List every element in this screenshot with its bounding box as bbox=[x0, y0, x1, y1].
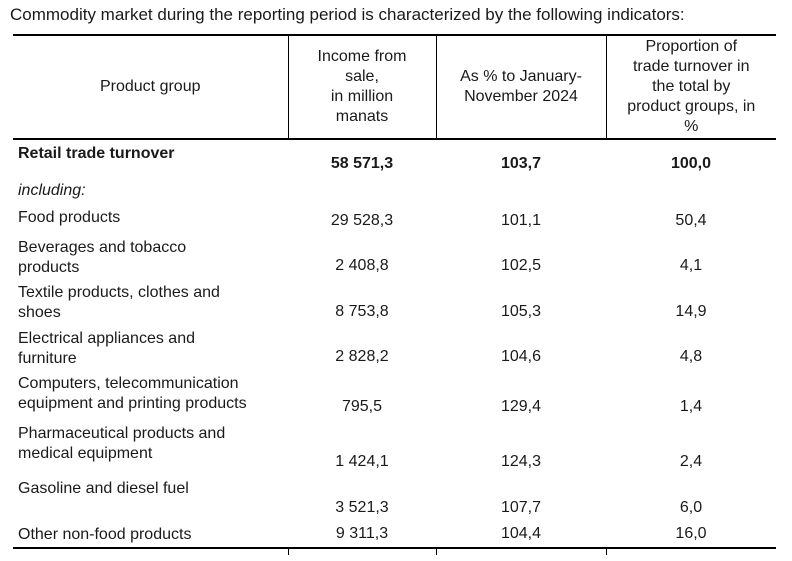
income-cell: 1 424,1 bbox=[335, 453, 389, 470]
product-group-cell: Beverages and tobacco products bbox=[18, 239, 187, 276]
share-cell: 100,0 bbox=[670, 155, 712, 172]
product-group-cell: Other non-food products bbox=[13, 521, 288, 549]
table-header: Product group Income from sale, in milli… bbox=[13, 34, 776, 140]
table-row: Electrical appliances and furniture 2 82… bbox=[13, 325, 776, 370]
share-cell: 50,4 bbox=[675, 212, 707, 229]
product-group-cell: Food products bbox=[18, 209, 121, 226]
share-cell: 16,0 bbox=[606, 521, 776, 549]
table-row: Pharmaceutical products and medical equi… bbox=[13, 420, 776, 475]
percent-cell: 101,1 bbox=[500, 212, 542, 229]
income-cell: 29 528,3 bbox=[330, 212, 394, 229]
income-cell: 2 408,8 bbox=[335, 257, 389, 274]
table-row: Retail trade turnover 58 571,3 103,7 100… bbox=[13, 139, 776, 177]
page-title: Commodity market during the reporting pe… bbox=[10, 5, 685, 24]
share-cell: 1,4 bbox=[679, 398, 703, 415]
percent-cell: 124,3 bbox=[500, 453, 542, 470]
commodity-table: Product group Income from sale, in milli… bbox=[13, 34, 776, 549]
income-cell: 9 311,3 bbox=[288, 521, 436, 549]
product-group-cell: Electrical appliances and furniture bbox=[18, 330, 195, 367]
table-row: Textile products, clothes and shoes 8 75… bbox=[13, 279, 776, 325]
percent-cell bbox=[436, 177, 606, 204]
share-cell: 14,9 bbox=[675, 303, 707, 320]
percent-cell: 103,7 bbox=[500, 155, 542, 172]
percent-cell: 104,4 bbox=[436, 521, 606, 549]
product-group-cell: including: bbox=[18, 182, 86, 199]
product-group-cell: Gasoline and diesel fuel bbox=[18, 480, 189, 497]
table-row: Gasoline and diesel fuel 3 521,3 107,7 6… bbox=[13, 475, 776, 521]
percent-cell: 104,6 bbox=[500, 348, 542, 365]
table-continuation-divider bbox=[606, 548, 607, 555]
header-product-group: Product group bbox=[13, 34, 288, 140]
product-group-cell: Textile products, clothes and shoes bbox=[18, 284, 220, 321]
percent-cell: 102,5 bbox=[500, 257, 542, 274]
header-proportion: Proportion of trade turnover in the tota… bbox=[605, 34, 776, 140]
product-group-cell: Retail trade turnover bbox=[18, 145, 175, 162]
share-cell: 4,1 bbox=[679, 257, 703, 274]
share-cell bbox=[606, 177, 776, 204]
income-cell bbox=[288, 177, 436, 204]
header-row: Product group Income from sale, in milli… bbox=[13, 34, 776, 140]
table-row: Other non-food products 9 311,3 104,4 16… bbox=[13, 521, 776, 549]
income-cell: 795,5 bbox=[341, 398, 383, 415]
table-body: Retail trade turnover 58 571,3 103,7 100… bbox=[13, 139, 776, 549]
table-row: Computers, telecommunication equipment a… bbox=[13, 370, 776, 420]
product-group-cell: Computers, telecommunication equipment a… bbox=[18, 375, 247, 412]
table-continuation-divider bbox=[288, 548, 289, 555]
income-cell: 58 571,3 bbox=[330, 155, 394, 172]
table-row: including: bbox=[13, 177, 776, 204]
product-group-cell: Pharmaceutical products and medical equi… bbox=[18, 425, 226, 462]
income-cell: 3 521,3 bbox=[335, 499, 389, 516]
table-row: Beverages and tobacco products 2 408,8 1… bbox=[13, 234, 776, 279]
table-row: Food products 29 528,3 101,1 50,4 bbox=[13, 204, 776, 234]
percent-cell: 105,3 bbox=[500, 303, 542, 320]
table-continuation-divider bbox=[436, 548, 437, 555]
percent-cell: 107,7 bbox=[500, 499, 542, 516]
income-cell: 2 828,2 bbox=[335, 348, 389, 365]
percent-cell: 129,4 bbox=[500, 398, 542, 415]
header-percent: As % to January- November 2024 bbox=[435, 34, 606, 140]
share-cell: 6,0 bbox=[679, 499, 703, 516]
share-cell: 4,8 bbox=[679, 348, 703, 365]
header-income: Income from sale, in million manats bbox=[287, 34, 436, 140]
share-cell: 2,4 bbox=[679, 453, 703, 470]
income-cell: 8 753,8 bbox=[335, 303, 389, 320]
